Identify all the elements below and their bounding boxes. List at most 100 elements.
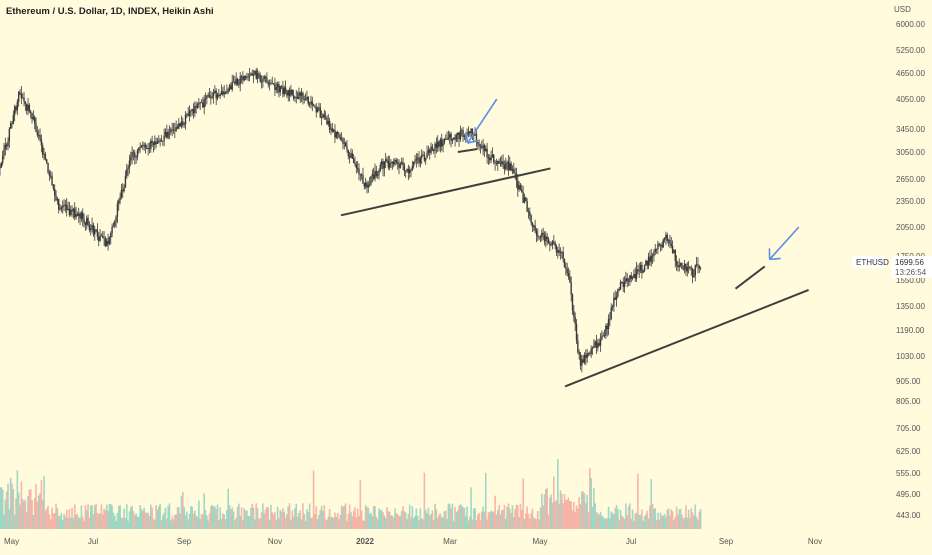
candle-body <box>46 159 47 162</box>
candle-body <box>121 190 122 198</box>
candle-body <box>428 150 429 153</box>
candle-body <box>281 86 282 87</box>
candle-body <box>71 210 72 212</box>
candle-body <box>672 246 673 253</box>
chart-title: Ethereum / U.S. Dollar, 1D, INDEX, Heiki… <box>6 6 214 17</box>
candle-body <box>521 189 522 192</box>
candle-body <box>404 165 405 171</box>
candle-body <box>446 139 447 140</box>
candle-body <box>416 159 417 161</box>
candle-body <box>532 223 533 227</box>
candle-body <box>661 245 662 248</box>
candle-body <box>651 256 652 262</box>
candle-body <box>312 101 313 105</box>
candle-body <box>163 136 164 141</box>
candle-body <box>219 95 220 96</box>
candle-body <box>93 225 94 235</box>
candle-body <box>655 249 656 252</box>
candle-body <box>332 128 333 131</box>
y-tick-label: 4650.00 <box>896 69 925 78</box>
candle-body <box>397 162 398 163</box>
candle-body <box>490 157 491 160</box>
candle-body <box>368 185 369 188</box>
candle-body <box>187 114 188 116</box>
candle-body <box>644 265 645 271</box>
candle-body <box>460 131 461 140</box>
candle-body <box>314 106 315 107</box>
candle-body <box>87 218 88 225</box>
candle-body <box>233 82 234 83</box>
candle-body <box>593 346 594 348</box>
candle-body <box>10 123 11 129</box>
candle-body <box>101 235 102 236</box>
candle-body <box>205 98 206 99</box>
candle-body <box>470 129 471 133</box>
candle-body <box>334 130 335 138</box>
candle-body <box>422 155 423 156</box>
candle-body <box>561 252 562 253</box>
candle-body <box>178 123 179 128</box>
candle-body <box>352 153 353 158</box>
symbol-tag: ETHUSD <box>856 258 889 267</box>
candle-body <box>58 199 59 209</box>
candle-body <box>414 161 415 162</box>
candle-body <box>656 249 657 250</box>
candle-body <box>633 274 634 277</box>
candle-body <box>517 180 518 189</box>
candle-body <box>113 226 114 227</box>
candle-body <box>424 155 425 161</box>
candle-body <box>512 169 513 170</box>
candle-body <box>570 282 571 294</box>
x-tick-label: 2022 <box>356 537 374 546</box>
candle-body <box>90 229 91 230</box>
candle-body <box>330 128 331 129</box>
candle-body <box>464 136 465 137</box>
candle-body <box>109 238 110 245</box>
candle-body <box>365 183 366 187</box>
candle-body <box>150 141 151 149</box>
candle-body <box>62 206 63 207</box>
candle-body <box>288 90 289 95</box>
candle-body <box>11 123 12 124</box>
candle-body <box>657 244 658 249</box>
candle-body <box>386 159 387 161</box>
candle-body <box>179 123 180 126</box>
candle-body <box>645 261 646 265</box>
candle-body <box>298 93 299 99</box>
candle-body <box>280 86 281 92</box>
candle-body <box>469 132 470 133</box>
candle-body <box>604 335 605 336</box>
candle-body <box>432 147 433 151</box>
candle-body <box>572 295 573 311</box>
candle-body <box>693 276 694 278</box>
candle-body <box>687 267 688 271</box>
candle-body <box>409 170 410 173</box>
candle-body <box>225 92 226 93</box>
candle-body <box>617 289 618 296</box>
candle-body <box>183 124 184 125</box>
candle-body <box>635 274 636 279</box>
candle-body <box>647 261 648 266</box>
candle-body <box>629 275 630 281</box>
candle-body <box>639 270 640 271</box>
candle-body <box>640 265 641 270</box>
candle-body <box>680 263 681 265</box>
candle-body <box>560 252 561 253</box>
candle-body <box>493 155 494 163</box>
candle-body <box>118 200 119 203</box>
candle-body <box>297 97 298 99</box>
candle-body <box>506 162 507 163</box>
candle-body <box>195 106 196 107</box>
candle-body <box>410 170 411 171</box>
candle-body <box>369 184 370 185</box>
x-tick-label: Sep <box>719 537 734 546</box>
candle-body <box>5 145 6 149</box>
candle-body <box>95 229 96 230</box>
candle-body <box>213 93 214 96</box>
candle-body <box>78 214 79 216</box>
candle-body <box>356 164 357 168</box>
candle-body <box>401 162 402 164</box>
candle-body <box>285 87 286 92</box>
